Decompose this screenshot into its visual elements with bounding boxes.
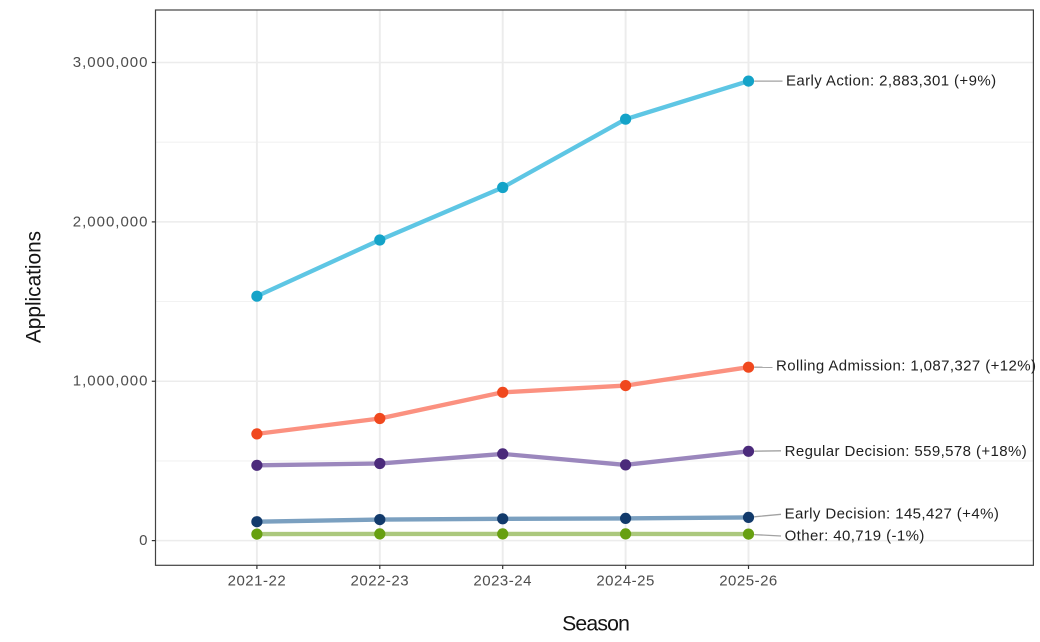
svg-text:Season: Season [562,612,629,635]
svg-text:Other: 40,719 (-1%): Other: 40,719 (-1%) [785,527,925,544]
svg-text:Applications: Applications [22,231,45,343]
svg-text:2,000,000: 2,000,000 [73,213,149,230]
svg-text:Early Decision: 145,427 (+4%): Early Decision: 145,427 (+4%) [785,506,1000,523]
svg-text:3,000,000: 3,000,000 [73,54,149,71]
svg-text:2021-22: 2021-22 [228,573,287,590]
svg-text:Early Action: 2,883,301 (+9%): Early Action: 2,883,301 (+9%) [786,72,996,89]
svg-text:1,000,000: 1,000,000 [73,373,149,390]
svg-text:2024-25: 2024-25 [596,573,655,590]
svg-text:2025-26: 2025-26 [719,573,778,590]
svg-text:2023-24: 2023-24 [473,573,532,590]
svg-text:0: 0 [139,532,148,549]
svg-text:Regular Decision: 559,578 (+18: Regular Decision: 559,578 (+18%) [785,443,1028,460]
svg-text:2022-23: 2022-23 [351,573,410,590]
svg-text:Rolling Admission: 1,087,327 (: Rolling Admission: 1,087,327 (+12%) [776,357,1036,374]
